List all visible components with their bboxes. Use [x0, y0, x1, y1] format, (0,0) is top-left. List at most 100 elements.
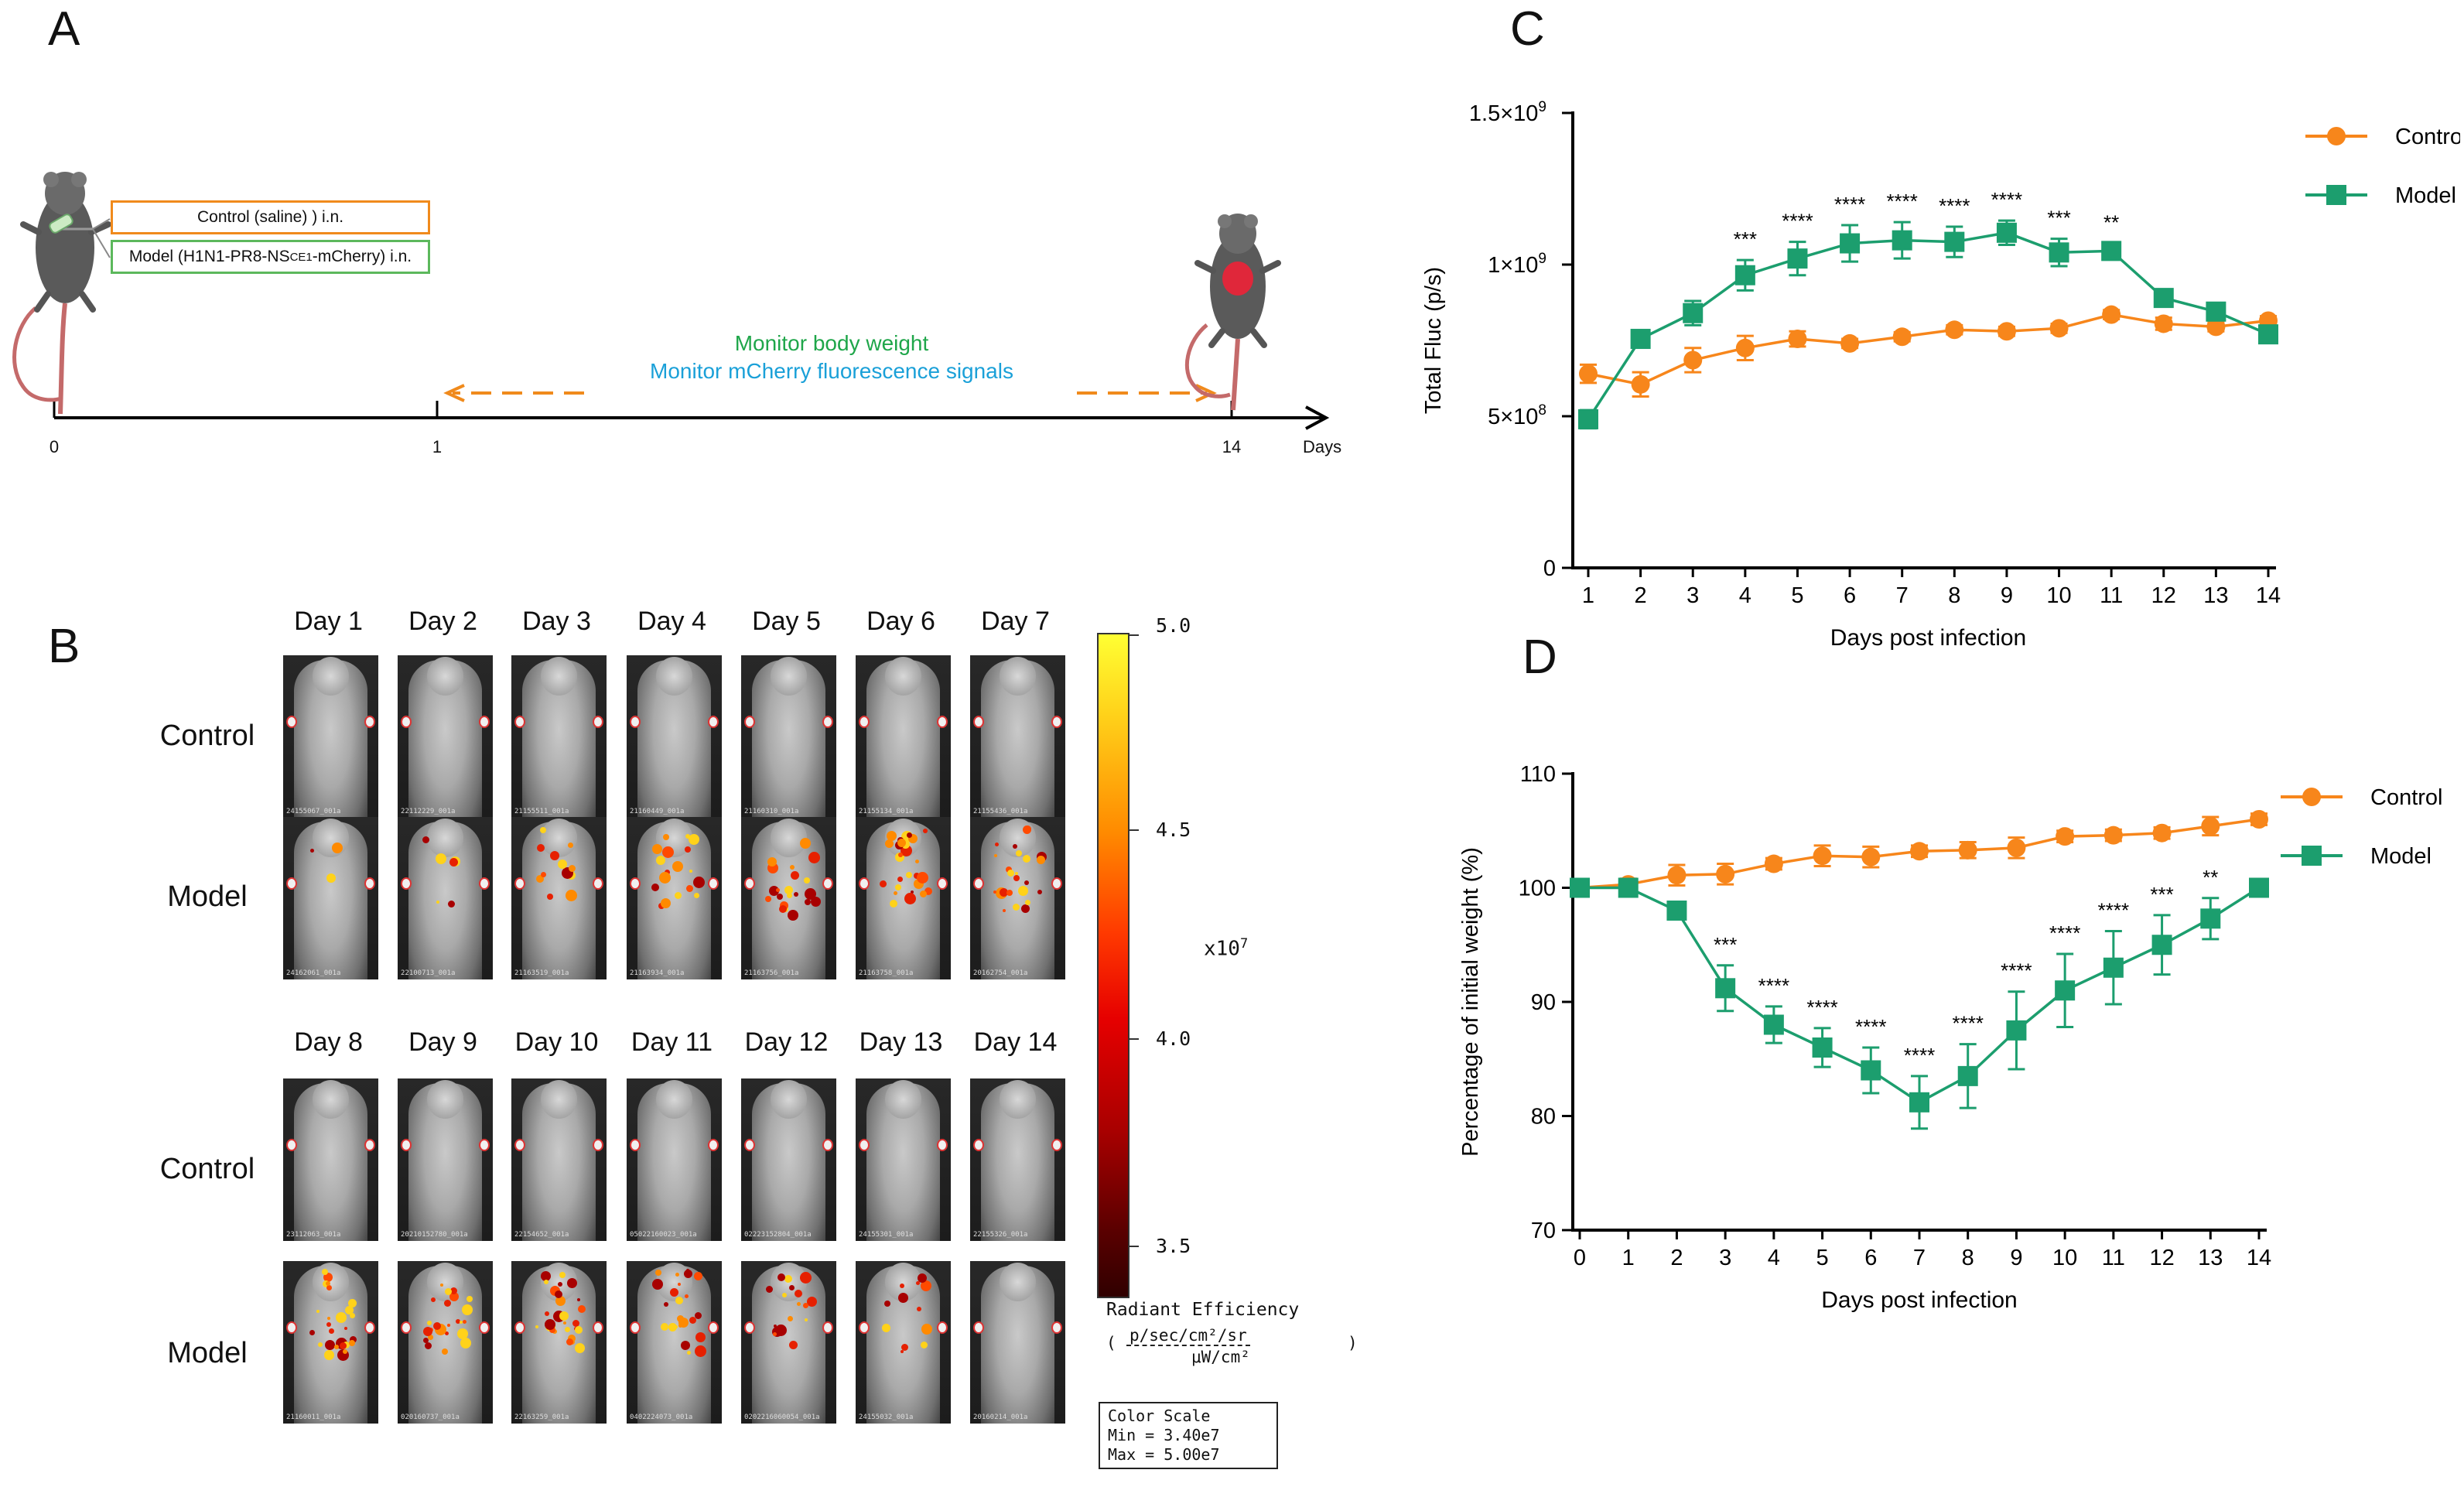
point-control	[1631, 374, 1650, 394]
timeline-graphic	[12, 172, 1330, 430]
image-caption: 22100713_001a	[401, 969, 456, 977]
timeline-arrowhead	[1305, 405, 1330, 430]
point-model	[1957, 1065, 1978, 1086]
monitor-fluor-text: Monitor mCherry fluorescence signals	[650, 359, 1013, 383]
image-caption: 22155326_001a	[973, 1231, 1028, 1239]
legend-label-control: Control	[2370, 785, 2443, 810]
point-control	[1945, 320, 1964, 340]
point-control	[1788, 330, 1807, 349]
ivis-image-control-week1-day-7: 21155436_001a	[970, 655, 1065, 818]
x-tick-label: 4	[1739, 583, 1751, 608]
image-caption: 020160737_001a	[401, 1413, 460, 1421]
point-model	[1892, 230, 1912, 251]
day-label-8: Day 8	[294, 1027, 363, 1057]
x-tick-label: 6	[1864, 1246, 1877, 1270]
image-caption: 20210152780_001a	[401, 1231, 468, 1239]
image-caption: 20162754_001a	[973, 969, 1028, 977]
point-model	[2153, 288, 2174, 309]
ivis-image-control-week2-day-12: 02223152804_001a	[741, 1078, 836, 1241]
control-treatment-box: Control (saline) ) i.n.	[111, 200, 430, 234]
point-model	[2151, 935, 2172, 955]
y-tick-label: 100	[1519, 877, 1556, 901]
point-model	[1618, 877, 1639, 898]
ivis-image-control-week2-day-9: 20210152780_001a	[398, 1078, 493, 1241]
ivis-image-model-week2-day-11: 0402224073_001a	[627, 1261, 722, 1424]
point-control	[2250, 810, 2268, 829]
point-model	[1763, 1014, 1784, 1035]
x-tick-label: 8	[1962, 1246, 1974, 1270]
ivis-image-model-week2-day-9: 020160737_001a	[398, 1261, 493, 1424]
point-model	[1944, 231, 1965, 252]
point-model	[1734, 265, 1755, 285]
x-tick-label: 7	[1896, 583, 1909, 608]
image-caption: 24162061_001a	[286, 969, 341, 977]
color-scale-max: Max = 5.00e7	[1108, 1445, 1220, 1464]
radiant-numerator: p/sec/cm²/sr	[1126, 1326, 1250, 1346]
x-tick-label: 5	[1791, 583, 1803, 608]
chart-c: 1 2 3 4 5 6 7 8 9 10 11 12 13 1405×1081×1091.5×109Day…	[1421, 99, 2460, 651]
image-caption: 24155301_001a	[859, 1231, 914, 1239]
day-label-7: Day 7	[981, 607, 1050, 636]
ivis-image-model-week1-day-1: 24162061_001a	[283, 817, 378, 979]
point-control	[1579, 364, 1598, 384]
y-tick-label: 1×109	[1488, 251, 1546, 278]
point-model	[1630, 329, 1651, 350]
scale-multiplier: x107	[1204, 936, 1249, 961]
panel-c-label: C	[1510, 2, 1545, 56]
x-tick-label: 14	[2247, 1246, 2271, 1270]
legend-label-model: Model	[2395, 183, 2456, 208]
ivis-image-control-week1-day-5: 21160310_001a	[741, 655, 836, 818]
x-tick-label: 13	[2203, 583, 2228, 608]
ivis-image-model-week2-day-13: 24155032_001a	[856, 1261, 951, 1424]
point-model	[2049, 242, 2069, 263]
point-model	[1812, 1037, 1833, 1058]
model-treatment-box: Model (H1N1-PR8-NS CE1 -mCherry) i.n.	[111, 240, 430, 274]
ivis-image-model-week1-day-6: 21163758_001a	[856, 817, 951, 979]
x-tick-label: 9	[2001, 583, 2013, 608]
ivis-image-model-week1-day-3: 21163519_001a	[511, 817, 607, 979]
point-control	[1997, 322, 2016, 341]
color-scale-bar	[1097, 633, 1129, 1298]
scale-tick-5-0: 5.0	[1156, 614, 1191, 637]
legend-marker-model	[2326, 185, 2346, 205]
timeline-label-1: 1	[432, 437, 443, 456]
image-caption: 23112063_001a	[286, 1231, 341, 1239]
image-caption: 22163259_001a	[514, 1413, 569, 1421]
x-tick-label: 2	[1635, 583, 1647, 608]
y-axis-label: Total Fluc (p/s)	[1421, 267, 1446, 414]
day-label-11: Day 11	[631, 1027, 713, 1057]
significance-label: ****	[1758, 974, 1789, 997]
x-tick-label: 0	[1574, 1246, 1586, 1270]
point-control	[1910, 842, 1929, 861]
point-control	[1667, 866, 1687, 885]
monitor-weight-text: Monitor body weight	[734, 331, 929, 355]
x-axis-label: Days post infection	[1821, 1287, 2017, 1313]
ivis-image-control-week2-day-11: 05022160023_001a	[627, 1078, 722, 1241]
point-control	[1683, 350, 1703, 370]
image-caption: 21160449_001a	[630, 808, 685, 815]
panel-b-label: B	[48, 620, 80, 673]
image-caption: 22154652_001a	[514, 1231, 569, 1239]
day-label-3: Day 3	[522, 607, 591, 636]
point-control	[2007, 838, 2026, 857]
image-caption: 21163934_001a	[630, 969, 685, 977]
point-model	[1683, 303, 1704, 323]
mouse-day-14-icon	[1184, 214, 1281, 411]
scale-tick-4-0: 4.0	[1156, 1027, 1191, 1050]
day-label-2: Day 2	[408, 607, 477, 636]
point-model	[1715, 978, 1736, 999]
point-control	[1892, 327, 1912, 347]
color-scale-legend: Color Scale Min = 3.40e7 Max = 5.00e7	[1099, 1402, 1278, 1469]
x-tick-label: 10	[2046, 583, 2071, 608]
significance-label: ****	[2049, 921, 2080, 945]
point-model	[1840, 233, 1861, 254]
ivis-image-model-week1-day-4: 21163934_001a	[627, 817, 722, 979]
day-label-6: Day 6	[866, 607, 935, 636]
point-control	[2154, 314, 2173, 333]
point-control	[1764, 854, 1783, 873]
ivis-image-model-week2-day-12: 0202216060054_001a	[741, 1261, 836, 1424]
image-caption: 21155436_001a	[973, 808, 1028, 815]
x-tick-label: 5	[1816, 1246, 1829, 1270]
significance-label: ****	[1886, 190, 1917, 213]
x-tick-label: 10	[2052, 1246, 2077, 1270]
